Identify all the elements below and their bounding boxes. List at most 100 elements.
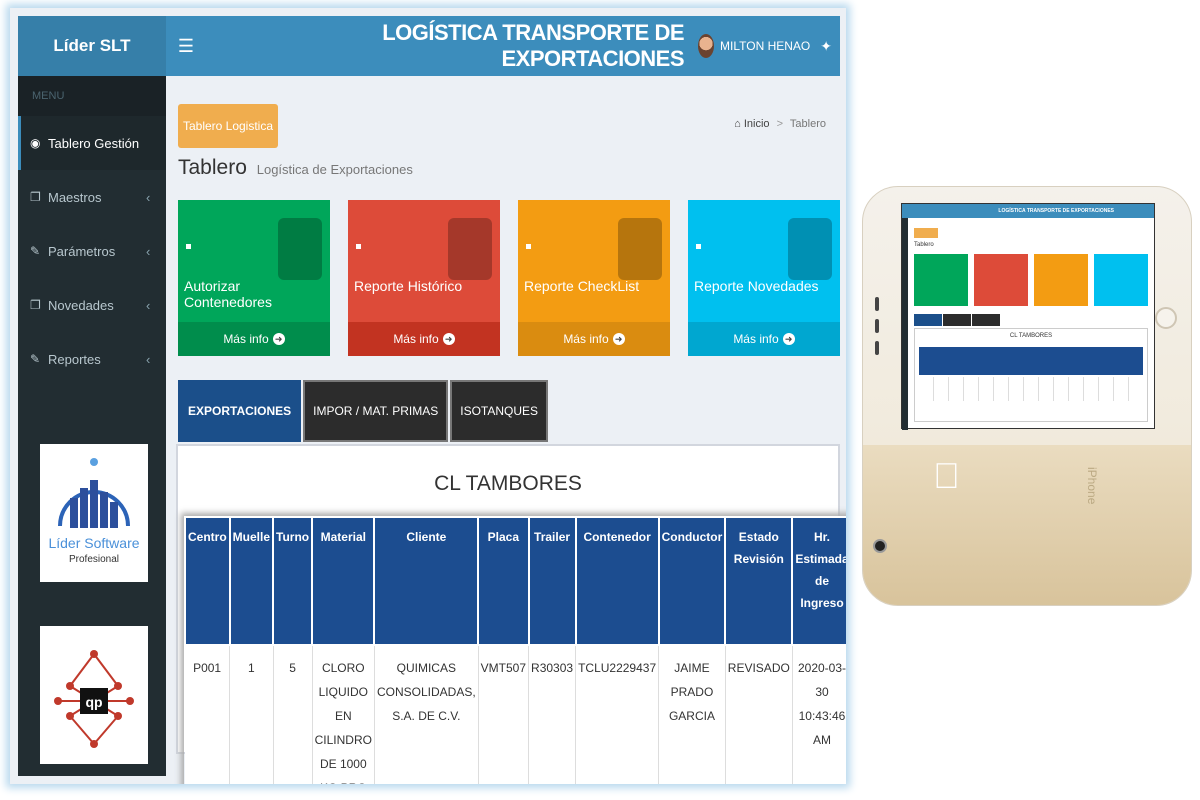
box-label: Reporte Novedades	[694, 278, 819, 294]
sidebar: MENU ◉ Tablero Gestión ❐ Maestros ‹ ✎ Pa…	[18, 76, 166, 776]
table-header-row: Centro Muelle Turno Material Cliente Placa Tra…	[184, 516, 846, 646]
phone-back	[863, 445, 1191, 605]
column-header[interactable]: Centro	[184, 516, 231, 646]
phone-panel-title: CL TAMBORES	[1009, 333, 1053, 339]
calendar-icon	[618, 218, 662, 280]
logo-line1: Líder Software	[48, 535, 139, 551]
home-icon: ⌂	[734, 118, 741, 130]
sidebar-item-novedades[interactable]: ❐ Novedades ‹	[18, 278, 166, 332]
sidebar-item-tablero-gestion[interactable]: ◉ Tablero Gestión	[18, 116, 166, 170]
volume-button	[875, 341, 879, 355]
column-header[interactable]: Muelle	[228, 516, 275, 646]
tab-impor-mat-primas[interactable]: IMPOR / MAT. PRIMAS	[303, 380, 449, 442]
user-name: MILTON HENAO	[720, 39, 811, 53]
chevron-left-icon: ‹	[146, 243, 151, 259]
home-button	[1155, 307, 1177, 329]
table-cell: QUIMICAS CONSOLIDADAS, S.A. DE C.V.	[374, 645, 479, 784]
bullet-icon	[356, 244, 361, 249]
phone-box-red	[974, 254, 1028, 306]
sidebar-item-label: Parámetros	[48, 243, 116, 259]
phone-sidebar	[902, 218, 908, 430]
tab-exportaciones[interactable]: EXPORTACIONES	[178, 380, 302, 442]
box-reporte-historico[interactable]: Reporte Histórico Más info ➜	[348, 200, 500, 356]
table-cell: 1	[229, 645, 274, 784]
column-header[interactable]: Trailer	[527, 516, 577, 646]
tab-isotanques[interactable]: ISOTANQUES	[450, 380, 549, 442]
box-reporte-novedades[interactable]: Reporte Novedades Más info ➜	[688, 200, 840, 356]
sidebar-item-maestros[interactable]: ❐ Maestros ‹	[18, 170, 166, 224]
logo2-text: qp	[85, 694, 102, 710]
menu-toggle-icon[interactable]: ☰	[177, 35, 195, 56]
brand-logo[interactable]: Líder SLT	[18, 16, 166, 76]
phone-tab	[943, 314, 971, 326]
table-cell: P001	[185, 645, 231, 784]
breadcrumb-current: Tablero	[789, 118, 826, 130]
box-label: Reporte CheckList	[524, 278, 640, 294]
top-navbar: ☰ LOGÍSTICA TRANSPORTE DE EXPORTACIONES …	[166, 16, 840, 76]
more-info-link[interactable]: Más info ➜	[688, 322, 840, 356]
column-header[interactable]: Material	[311, 516, 376, 646]
sidebar-menu-header: MENU	[18, 76, 166, 116]
arrow-circle-icon: ➜	[782, 333, 795, 345]
tab-panel: CL TAMBORES Centro Muelle Turno Material Cli…	[176, 444, 846, 784]
phone-screen: LOGÍSTICA TRANSPORTE DE EXPORTACIONES Ta…	[901, 203, 1155, 430]
avatar	[698, 34, 715, 58]
bullet-icon	[696, 244, 701, 249]
phone-box-yellow	[1034, 254, 1088, 306]
copy-icon: ❐	[30, 190, 41, 204]
page-title-text: Tablero	[178, 156, 247, 179]
phone-table-header	[919, 347, 1143, 375]
dashboard-icon: ◉	[30, 136, 41, 150]
table-cell: 2020-03-30 10:43:46 AM	[792, 645, 846, 784]
phone-tab	[914, 314, 942, 326]
chevron-left-icon: ‹	[146, 297, 151, 313]
column-header[interactable]: Cliente	[373, 516, 480, 646]
column-header[interactable]: Hr. Estimada de Ingreso	[791, 516, 846, 646]
document-icon	[278, 218, 322, 280]
box-autorizar-contenedores[interactable]: Autorizar Contenedores Más info ➜	[178, 200, 330, 356]
column-header[interactable]: Turno	[272, 516, 314, 646]
calendar-icon	[448, 218, 492, 280]
dashboard-screenshot: Líder SLT ☰ LOGÍSTICA TRANSPORTE DE EXPO…	[10, 8, 846, 784]
page-subtitle: Logística de Exportaciones	[256, 162, 413, 177]
panel-title: CL TAMBORES	[434, 472, 582, 495]
column-header[interactable]: Estado Revisión	[724, 516, 794, 646]
table-row[interactable]: P001 1 5 CLORO LIQUIDO EN CILINDRO DE 1000 …	[185, 645, 846, 784]
tablero-logistica-button[interactable]: Tablero Logistica	[178, 104, 278, 148]
phone-box-aqua	[1094, 254, 1148, 306]
box-label: Reporte Histórico	[354, 278, 463, 294]
phone-box-green	[914, 254, 968, 306]
sidebar-item-parametros[interactable]: ✎ Parámetros ‹	[18, 224, 166, 278]
settings-share-icon[interactable]: ✦	[820, 37, 832, 54]
arrow-circle-icon: ➜	[612, 333, 625, 345]
phone-orange-button	[914, 228, 938, 238]
more-info-link[interactable]: Más info ➜	[518, 322, 670, 356]
more-info-link[interactable]: Más info ➜	[178, 322, 330, 356]
network-logo: qp	[40, 626, 148, 764]
box-label: Autorizar Contenedores	[184, 278, 272, 310]
column-header[interactable]: Contenedor	[574, 516, 660, 646]
chevron-left-icon: ‹	[146, 189, 151, 205]
arrow-circle-icon: ➜	[272, 333, 285, 345]
column-header[interactable]: Conductor	[657, 516, 727, 646]
column-header[interactable]: Placa	[477, 516, 530, 646]
box-reporte-checklist[interactable]: Reporte CheckList Más info ➜	[518, 200, 670, 356]
table-cell: JAIME PRADO GARCIA	[658, 645, 726, 784]
arrow-circle-icon: ➜	[442, 333, 455, 345]
sidebar-item-label: Novedades	[48, 297, 114, 313]
table-cell: REVISADO	[725, 645, 793, 784]
table-cell: VMT507	[478, 645, 530, 784]
logo-line2: Profesional	[69, 554, 119, 565]
more-info-link[interactable]: Más info ➜	[348, 322, 500, 356]
sidebar-item-label: Reportes	[48, 351, 101, 367]
bullet-icon	[186, 244, 191, 249]
breadcrumb-home[interactable]: Inicio	[743, 118, 770, 130]
sidebar-item-reportes[interactable]: ✎ Reportes ‹	[18, 332, 166, 386]
phone-navbar: LOGÍSTICA TRANSPORTE DE EXPORTACIONES	[902, 204, 1154, 218]
sidebar-item-label: Maestros	[48, 189, 102, 205]
phone-table-row	[919, 377, 1143, 401]
breadcrumb-separator: >	[776, 118, 784, 130]
phone-page-title: Tablero	[914, 242, 934, 248]
user-menu[interactable]: MILTON HENAO	[698, 34, 820, 58]
iphone-label: iPhone	[1085, 467, 1099, 505]
